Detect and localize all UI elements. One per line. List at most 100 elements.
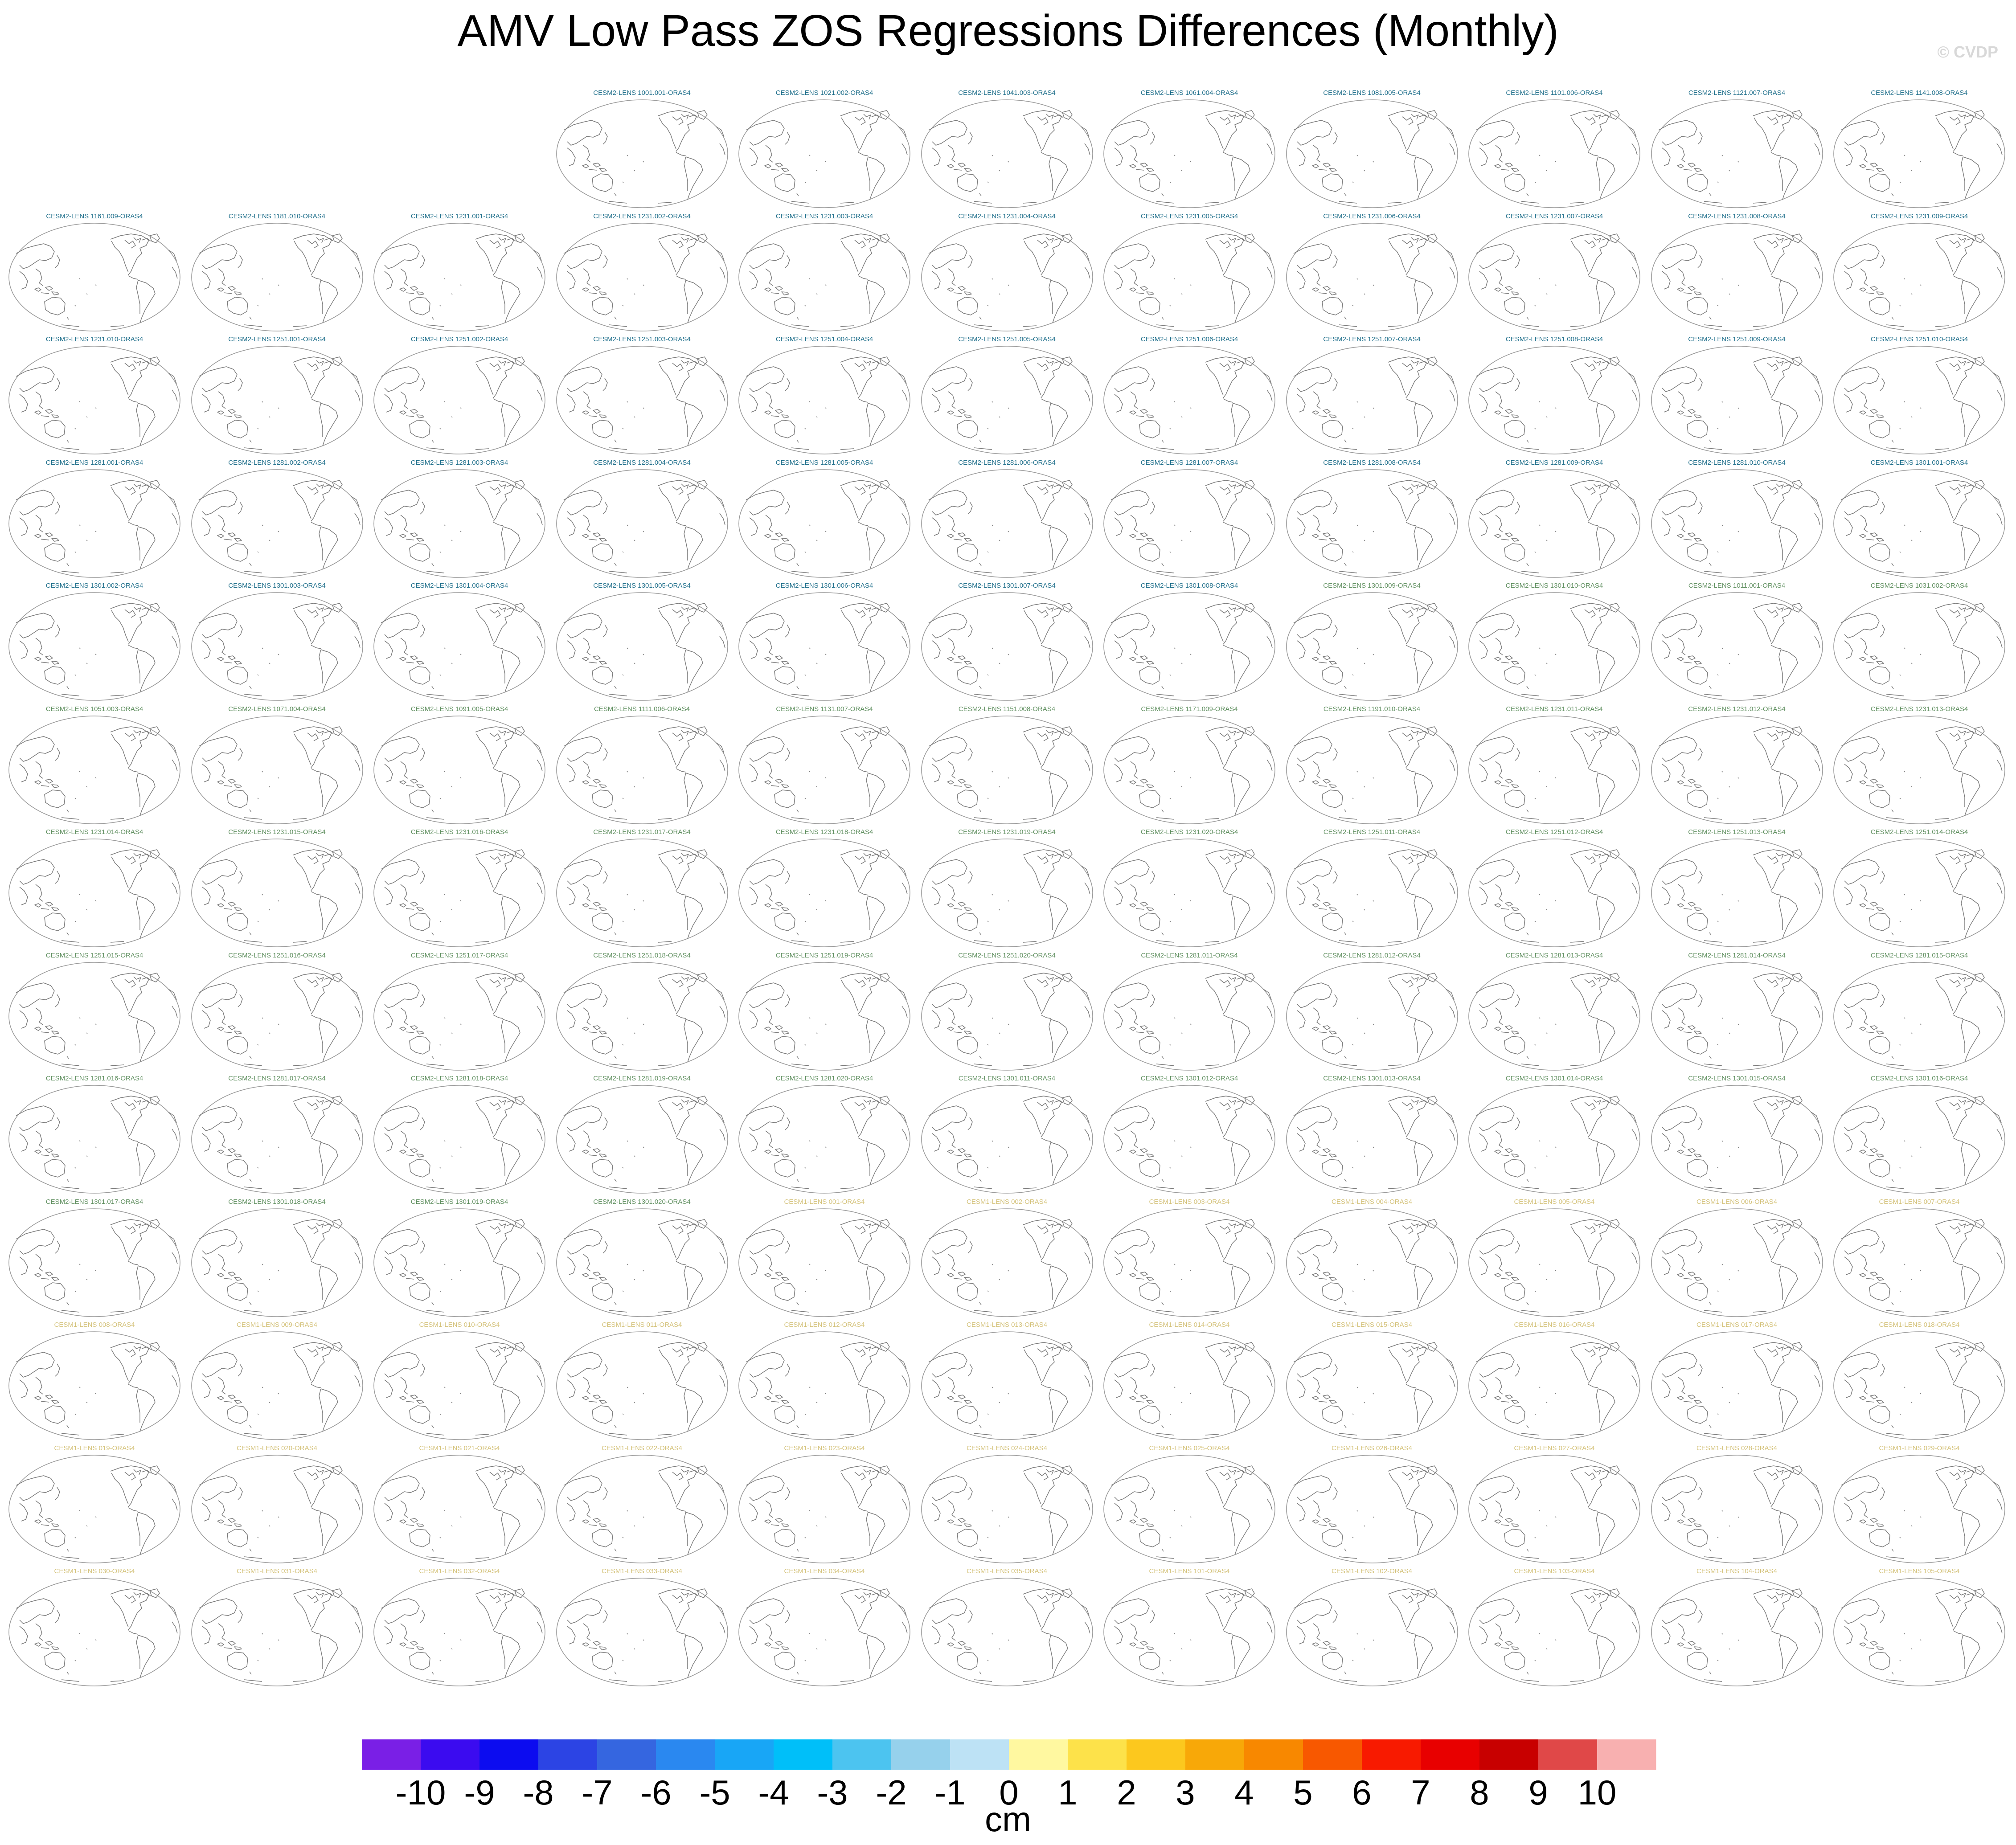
- world-map: [191, 1084, 364, 1194]
- map-panel: CESM2-LENS 1191.010-ORAS4: [1283, 705, 1461, 826]
- panel-title: CESM1-LENS 025-ORAS4: [1149, 1444, 1230, 1452]
- panel-title: CESM2-LENS 1281.015-ORAS4: [1870, 951, 1968, 959]
- panel-title: CESM2-LENS 1301.010-ORAS4: [1505, 582, 1603, 589]
- world-map: [556, 1577, 729, 1687]
- world-map: [373, 715, 546, 825]
- map-panel: CESM2-LENS 1301.017-ORAS4: [5, 1198, 184, 1318]
- world-map: [921, 715, 1094, 825]
- map-panel: CESM2-LENS 1231.002-ORAS4: [553, 213, 731, 333]
- map-panel: CESM2-LENS 1231.004-ORAS4: [918, 213, 1096, 333]
- colorbar-tick-label: 10: [1578, 1773, 1617, 1812]
- panel-title: CESM2-LENS 1231.004-ORAS4: [958, 212, 1056, 220]
- panel-title: CESM2-LENS 1161.009-ORAS4: [46, 212, 143, 220]
- panel-title: CESM2-LENS 1281.017-ORAS4: [228, 1075, 326, 1082]
- map-panel: CESM2-LENS 1071.004-ORAS4: [188, 705, 366, 826]
- colorbar-tick-label: 5: [1293, 1773, 1312, 1812]
- colorbar-box: [538, 1739, 598, 1770]
- panel-title: CESM2-LENS 1281.003-ORAS4: [410, 458, 508, 466]
- map-panel: CESM2-LENS 1251.014-ORAS4: [1830, 828, 2008, 949]
- world-map: [921, 469, 1094, 578]
- map-panel: CESM2-LENS 1251.018-ORAS4: [553, 952, 731, 1072]
- panel-title: CESM2-LENS 1231.008-ORAS4: [1688, 212, 1786, 220]
- world-map: [1468, 1454, 1641, 1564]
- panel-title: CESM2-LENS 1301.006-ORAS4: [775, 582, 873, 589]
- panel-title: CESM1-LENS 003-ORAS4: [1149, 1198, 1230, 1206]
- map-panel: CESM1-LENS 022-ORAS4: [553, 1444, 731, 1565]
- world-map: [738, 99, 911, 209]
- panel-title: CESM2-LENS 1231.014-ORAS4: [45, 828, 143, 836]
- panel-title: CESM2-LENS 1021.002-ORAS4: [775, 89, 873, 97]
- world-map: [556, 469, 729, 578]
- panel-title: CESM1-LENS 007-ORAS4: [1879, 1198, 1960, 1206]
- world-map: [1833, 99, 2006, 209]
- panel-title: CESM1-LENS 004-ORAS4: [1332, 1198, 1412, 1206]
- panel-title: CESM1-LENS 026-ORAS4: [1332, 1444, 1412, 1452]
- world-map: [1468, 1208, 1641, 1317]
- colorbar-tick-label: 9: [1528, 1773, 1548, 1812]
- world-map: [191, 838, 364, 948]
- world-map: [1651, 469, 1823, 578]
- map-panel: CESM2-LENS 1231.003-ORAS4: [735, 213, 914, 333]
- panel-title: CESM2-LENS 1231.010-ORAS4: [45, 335, 143, 343]
- world-map: [738, 1084, 911, 1194]
- world-map: [1651, 961, 1823, 1071]
- map-panel: CESM1-LENS 035-ORAS4: [918, 1567, 1096, 1688]
- map-panel: CESM2-LENS 1251.007-ORAS4: [1283, 335, 1461, 456]
- map-panel: CESM1-LENS 104-ORAS4: [1648, 1567, 1826, 1688]
- panel-title: CESM1-LENS 006-ORAS4: [1696, 1198, 1777, 1206]
- panel-title: CESM2-LENS 1281.008-ORAS4: [1323, 458, 1421, 466]
- panel-title: CESM2-LENS 1251.010-ORAS4: [1870, 335, 1968, 343]
- map-panel: CESM2-LENS 1231.008-ORAS4: [1648, 213, 1826, 333]
- map-panel: CESM2-LENS 1231.011-ORAS4: [1465, 705, 1643, 826]
- panel-title: CESM2-LENS 1251.001-ORAS4: [228, 335, 326, 343]
- panel-title: CESM2-LENS 1301.001-ORAS4: [1870, 458, 1968, 466]
- world-map: [738, 1454, 911, 1564]
- world-map: [1833, 469, 2006, 578]
- panel-title: CESM2-LENS 1251.002-ORAS4: [410, 335, 508, 343]
- map-panel: CESM2-LENS 1281.020-ORAS4: [735, 1075, 914, 1195]
- map-panel: CESM2-LENS 1281.019-ORAS4: [553, 1075, 731, 1195]
- map-panel: CESM1-LENS 024-ORAS4: [918, 1444, 1096, 1565]
- world-map: [373, 1577, 546, 1687]
- map-panel: CESM1-LENS 002-ORAS4: [918, 1198, 1096, 1318]
- world-map: [556, 838, 729, 948]
- world-map: [1468, 715, 1641, 825]
- world-map: [556, 1084, 729, 1194]
- colorbar-tick-label: -9: [464, 1773, 495, 1812]
- panel-title: CESM1-LENS 027-ORAS4: [1514, 1444, 1595, 1452]
- world-map: [1833, 1454, 2006, 1564]
- map-panel: CESM2-LENS 1011.001-ORAS4: [1648, 582, 1826, 702]
- map-panel: CESM2-LENS 1281.016-ORAS4: [5, 1075, 184, 1195]
- panel-title: CESM1-LENS 015-ORAS4: [1332, 1321, 1412, 1329]
- world-map: [1651, 715, 1823, 825]
- panel-title: CESM2-LENS 1301.018-ORAS4: [228, 1198, 326, 1206]
- world-map: [1468, 222, 1641, 332]
- world-map: [921, 1577, 1094, 1687]
- map-panel: CESM1-LENS 033-ORAS4: [553, 1567, 731, 1688]
- panel-title: CESM2-LENS 1281.009-ORAS4: [1505, 458, 1603, 466]
- panel-title: CESM2-LENS 1251.012-ORAS4: [1505, 828, 1603, 836]
- world-map: [1286, 1208, 1459, 1317]
- colorbar-tick-label: -7: [582, 1773, 612, 1812]
- map-panel: CESM2-LENS 1181.010-ORAS4: [188, 213, 366, 333]
- map-panel: CESM1-LENS 011-ORAS4: [553, 1321, 731, 1441]
- map-panel: CESM1-LENS 004-ORAS4: [1283, 1198, 1461, 1318]
- world-map: [738, 1331, 911, 1440]
- map-panel: CESM2-LENS 1301.010-ORAS4: [1465, 582, 1643, 702]
- panel-title: CESM2-LENS 1251.020-ORAS4: [958, 951, 1056, 959]
- world-map: [191, 715, 364, 825]
- panel-title: CESM2-LENS 1281.016-ORAS4: [45, 1075, 143, 1082]
- panel-title: CESM1-LENS 008-ORAS4: [54, 1321, 135, 1329]
- world-map: [1103, 715, 1276, 825]
- world-map: [921, 1454, 1094, 1564]
- map-panel: CESM2-LENS 1251.005-ORAS4: [918, 335, 1096, 456]
- map-panel: CESM2-LENS 1001.001-ORAS4: [553, 89, 731, 209]
- panel-title: CESM2-LENS 1301.015-ORAS4: [1688, 1075, 1786, 1082]
- world-map: [556, 99, 729, 209]
- panel-title: CESM1-LENS 034-ORAS4: [784, 1567, 865, 1575]
- map-panel: CESM2-LENS 1281.018-ORAS4: [370, 1075, 549, 1195]
- world-map: [1651, 1331, 1823, 1440]
- map-panel: CESM1-LENS 009-ORAS4: [188, 1321, 366, 1441]
- colorbar-box: [421, 1739, 480, 1770]
- world-map: [556, 715, 729, 825]
